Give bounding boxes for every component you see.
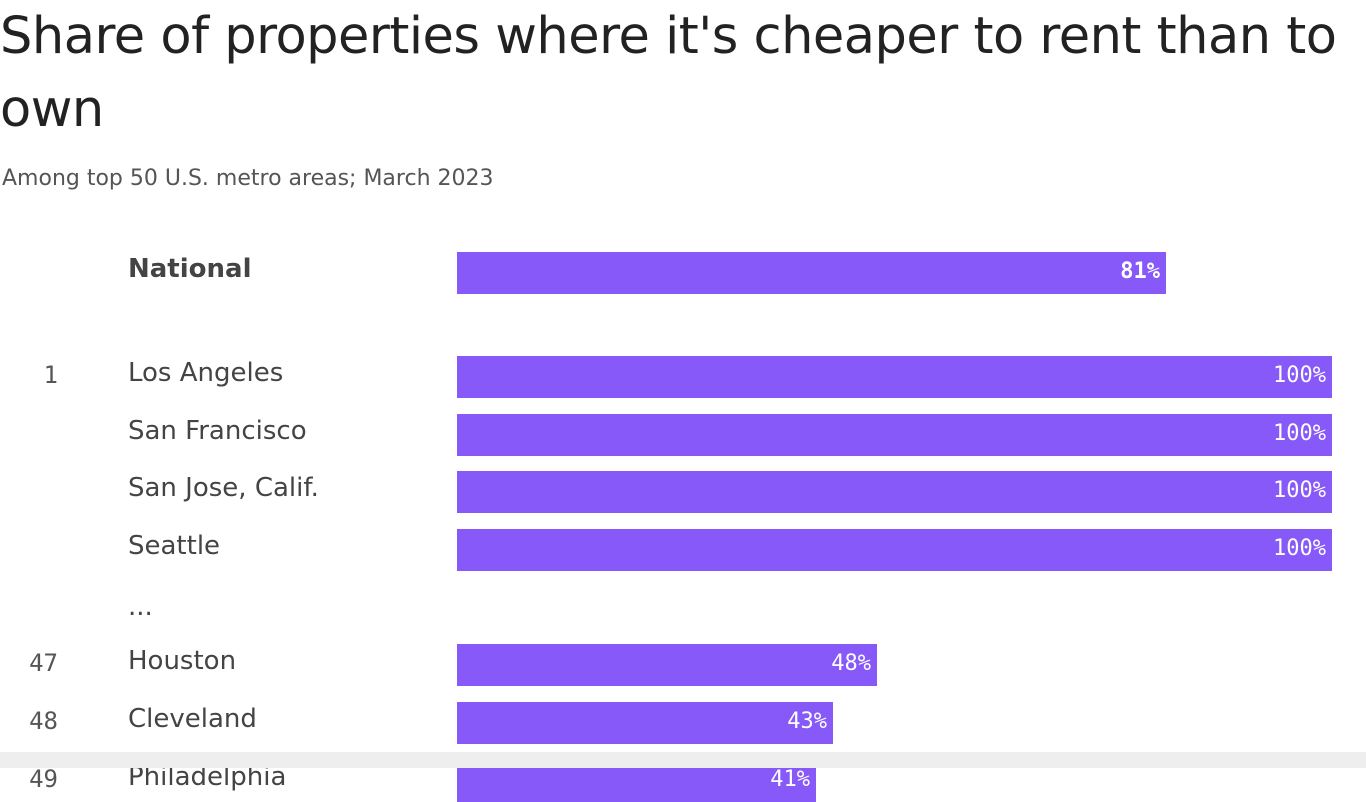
category-label: Seattle — [128, 531, 221, 561]
data-label: 43% — [787, 709, 827, 734]
bar: 100% — [457, 529, 1332, 571]
category-label: Houston — [128, 646, 237, 676]
data-label: 41% — [770, 767, 810, 792]
data-label: 81% — [1120, 259, 1160, 284]
bar: 100% — [457, 471, 1332, 513]
rank-label: 49 — [29, 765, 58, 793]
bar-national: 81% — [457, 252, 1166, 294]
bar: 100% — [457, 356, 1332, 398]
category-label: San Jose, Calif. — [128, 473, 319, 503]
national-label: National — [128, 254, 252, 284]
data-label: 100% — [1273, 421, 1326, 446]
category-label: Cleveland — [128, 704, 257, 734]
bar: 48% — [457, 644, 877, 686]
data-label: 48% — [831, 651, 871, 676]
category-label: San Francisco — [128, 416, 307, 446]
data-label: 100% — [1273, 536, 1326, 561]
data-label: 100% — [1273, 363, 1326, 388]
bar: 100% — [457, 414, 1332, 456]
chart-title: Share of properties where it's cheaper t… — [0, 7, 1337, 139]
bottom-strip — [0, 752, 1366, 768]
category-label: Los Angeles — [128, 358, 284, 388]
rank-label: 1 — [43, 361, 58, 389]
data-label: 100% — [1273, 478, 1326, 503]
bar: 43% — [457, 702, 833, 744]
chart-subtitle: Among top 50 U.S. metro areas; March 202… — [2, 166, 494, 191]
rank-label: 48 — [29, 707, 58, 735]
rank-label: 47 — [29, 649, 58, 677]
ellipsis: ... — [128, 592, 153, 622]
